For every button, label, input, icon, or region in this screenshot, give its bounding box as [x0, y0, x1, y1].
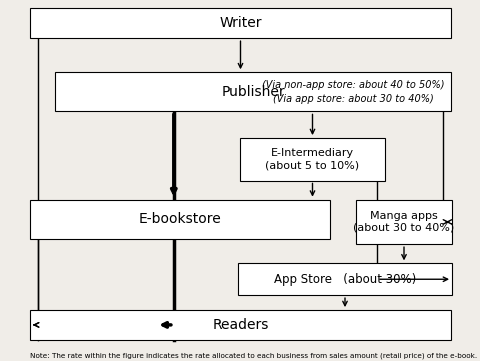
Bar — [30, 200, 329, 239]
Bar — [240, 138, 384, 180]
Bar — [30, 310, 450, 340]
Text: E-Intermediary
(about 5 to 10%): E-Intermediary (about 5 to 10%) — [265, 148, 359, 170]
Text: E-bookstore: E-bookstore — [138, 212, 221, 226]
Text: Writer: Writer — [219, 16, 261, 30]
Text: Note: The rate within the figure indicates the rate allocated to each business f: Note: The rate within the figure indicat… — [30, 352, 476, 359]
Text: Readers: Readers — [212, 318, 268, 332]
Text: (Via app store: about 30 to 40%): (Via app store: about 30 to 40%) — [272, 94, 432, 104]
Bar — [30, 9, 450, 38]
Bar — [55, 72, 450, 112]
Bar — [238, 263, 451, 295]
Text: Publisher: Publisher — [221, 85, 284, 99]
Bar — [355, 200, 451, 244]
Text: Manga apps
(about 30 to 40%): Manga apps (about 30 to 40%) — [353, 211, 454, 233]
Text: App Store   (about 30%): App Store (about 30%) — [273, 273, 415, 286]
Text: (Via non-app store: about 40 to 50%): (Via non-app store: about 40 to 50%) — [261, 80, 444, 90]
